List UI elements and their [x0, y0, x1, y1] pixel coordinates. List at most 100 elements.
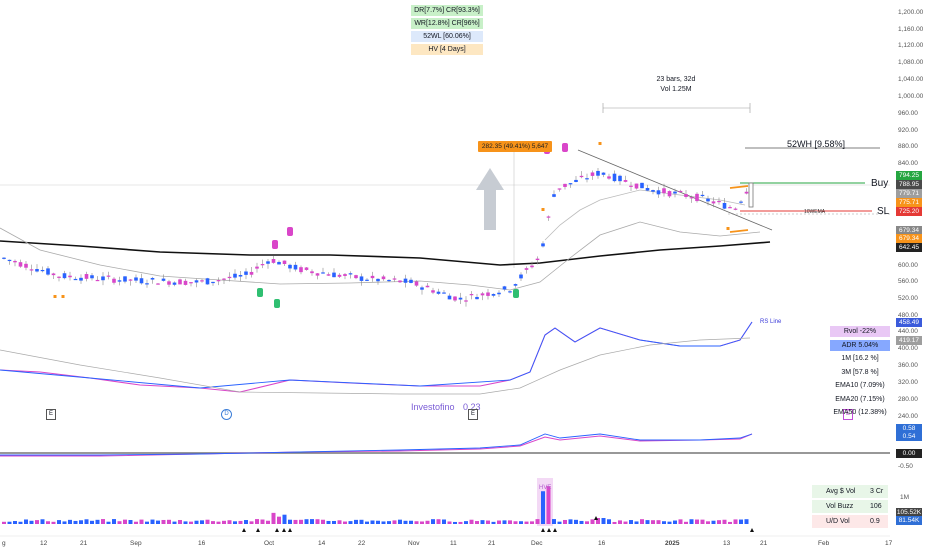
candle-body — [662, 188, 666, 194]
candle-body — [744, 191, 749, 194]
dividend-marker[interactable]: D — [221, 409, 232, 420]
volume-axis-label: 1M — [900, 494, 910, 501]
volume-bar — [392, 520, 397, 524]
volume-table-row: U/D Vol 0.9 — [812, 515, 888, 528]
volume-bar — [128, 520, 133, 524]
volume-bar — [233, 521, 237, 524]
side-stat-3: 3M [57.8 %] — [841, 368, 879, 376]
time-axis-label: Nov — [408, 540, 420, 547]
candle-body — [178, 279, 182, 285]
volume-bar — [651, 520, 655, 524]
candle-body — [321, 272, 325, 274]
volume-bar — [172, 521, 177, 524]
candle-body — [601, 172, 606, 175]
candle-body — [530, 265, 534, 268]
volume-table-value: 0.9 — [870, 518, 880, 525]
volume-signal-triangle — [256, 528, 260, 532]
measure-bars: 23 bars, 32d — [656, 76, 696, 83]
volume-bar — [244, 520, 248, 524]
candle-body — [557, 188, 562, 190]
price-tag: 419.17 — [896, 336, 922, 345]
measure-volume: Vol 1.25M — [660, 86, 692, 93]
volume-bar — [480, 520, 485, 524]
volume-bar — [354, 519, 358, 524]
volume-bar — [409, 520, 413, 524]
earnings-marker-3[interactable]: E — [843, 409, 853, 420]
candle-body — [84, 274, 89, 279]
ema200-line — [0, 240, 771, 266]
volume-bar — [728, 521, 732, 524]
buy-label: Buy — [871, 178, 889, 189]
candle-body — [546, 216, 551, 218]
candle-body — [442, 292, 446, 294]
volume-bar — [95, 519, 100, 524]
price-tag: 0.54 — [896, 432, 922, 441]
side-stat-6: EMA50 (12.38%) — [833, 409, 887, 416]
candle-body — [359, 276, 364, 281]
price-tag: 794.25 — [896, 171, 922, 180]
volume-bar — [502, 520, 507, 524]
candle-body — [150, 277, 155, 280]
candle-body — [398, 280, 402, 283]
candle-body — [651, 190, 655, 192]
volume-bar — [321, 519, 325, 524]
volume-bar — [469, 519, 474, 524]
candle-body — [244, 271, 248, 275]
volume-bar — [18, 521, 23, 524]
volume-signal-triangle — [242, 528, 246, 532]
candle-body — [310, 271, 314, 274]
volume-bar — [711, 520, 716, 524]
volume-bar — [310, 519, 314, 524]
earnings-marker-2[interactable]: E — [468, 409, 478, 420]
volume-signal-triangle — [275, 528, 279, 532]
time-axis-label: 17 — [885, 540, 893, 547]
volume-bar — [541, 491, 545, 524]
price-tag: 788.95 — [896, 180, 922, 189]
candle-body — [73, 278, 78, 281]
time-axis-label: Sep — [130, 540, 142, 547]
wh52-label: 52WH [9.58%] — [787, 139, 846, 149]
candle-body — [40, 269, 45, 272]
price-tag: 725.20 — [896, 207, 922, 216]
candle-body — [381, 276, 386, 280]
candle-body — [629, 185, 633, 187]
price-axis-label: 240.00 — [898, 413, 918, 420]
current-candle — [748, 182, 754, 208]
candle-body — [579, 175, 584, 178]
candle-body — [134, 277, 138, 281]
volume-bar — [464, 521, 468, 524]
volume-bar — [348, 521, 353, 524]
candle-body — [552, 194, 556, 197]
volume-bar — [678, 519, 683, 524]
candle-body — [112, 278, 116, 283]
volume-bar — [35, 520, 39, 524]
candle-body — [640, 182, 644, 189]
volume-bar — [596, 518, 600, 524]
price-axis-label: 880.00 — [898, 143, 918, 150]
volume-bar — [557, 521, 562, 524]
volume-bar — [491, 521, 496, 524]
volume-bar — [436, 519, 441, 524]
volume-bar — [51, 521, 56, 524]
candle-body — [123, 276, 127, 282]
volume-bar — [700, 519, 705, 524]
candle-body — [722, 202, 727, 209]
candle-body — [46, 268, 50, 275]
candle-body — [238, 274, 243, 277]
price-axis-label: 920.00 — [898, 127, 918, 134]
time-axis-label: 14 — [318, 540, 326, 547]
earnings-marker-1[interactable]: E — [46, 409, 56, 420]
candle-body — [354, 275, 358, 279]
candle-body — [717, 200, 721, 203]
candle-body — [216, 280, 221, 282]
price-axis-label: 440.00 — [898, 328, 918, 335]
candle-body — [387, 279, 391, 282]
candle-body — [678, 190, 683, 193]
candle-body — [282, 260, 287, 264]
side-stat-2: 1M [16.2 %] — [841, 355, 879, 362]
candle-body — [62, 273, 67, 279]
volume-bar — [123, 519, 127, 524]
pivot-marker — [53, 295, 57, 298]
time-axis-label: 13 — [723, 540, 731, 547]
